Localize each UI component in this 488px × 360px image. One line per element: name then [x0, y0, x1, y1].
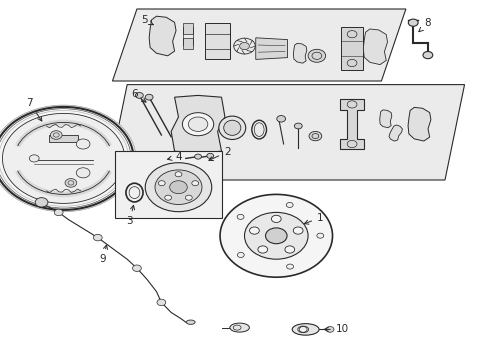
Circle shape — [285, 246, 294, 253]
Circle shape — [191, 181, 198, 186]
Polygon shape — [293, 44, 306, 63]
Circle shape — [54, 209, 63, 216]
Circle shape — [76, 139, 90, 149]
Circle shape — [286, 264, 293, 269]
Circle shape — [50, 131, 62, 139]
Circle shape — [145, 94, 153, 100]
Circle shape — [407, 19, 417, 26]
Circle shape — [164, 195, 171, 200]
Circle shape — [316, 233, 323, 238]
Circle shape — [0, 107, 133, 210]
Ellipse shape — [291, 324, 319, 335]
Circle shape — [237, 252, 244, 257]
Polygon shape — [388, 125, 402, 141]
Text: 9: 9 — [99, 245, 107, 264]
Polygon shape — [341, 27, 362, 70]
Circle shape — [2, 113, 124, 203]
Circle shape — [185, 195, 192, 200]
Ellipse shape — [297, 326, 308, 333]
Circle shape — [206, 153, 213, 158]
Polygon shape — [339, 99, 364, 149]
Circle shape — [158, 181, 165, 186]
Polygon shape — [363, 29, 386, 65]
Circle shape — [182, 113, 213, 136]
Polygon shape — [183, 23, 193, 34]
Polygon shape — [183, 38, 193, 49]
Polygon shape — [171, 95, 224, 153]
Text: 8: 8 — [418, 18, 430, 32]
Text: 1: 1 — [304, 213, 323, 224]
Text: 6: 6 — [131, 89, 146, 102]
Circle shape — [244, 212, 307, 259]
Circle shape — [325, 327, 333, 332]
Circle shape — [422, 51, 432, 59]
Ellipse shape — [218, 116, 245, 139]
Circle shape — [276, 116, 285, 122]
Circle shape — [237, 214, 244, 219]
Circle shape — [93, 234, 102, 241]
Circle shape — [257, 246, 267, 253]
Polygon shape — [205, 23, 229, 59]
Circle shape — [175, 172, 182, 177]
Circle shape — [308, 131, 321, 141]
Polygon shape — [407, 107, 430, 141]
Polygon shape — [255, 38, 287, 59]
Polygon shape — [112, 9, 405, 81]
Circle shape — [0, 105, 136, 212]
Circle shape — [194, 154, 201, 159]
Circle shape — [157, 299, 165, 306]
Polygon shape — [49, 135, 78, 142]
Text: 10: 10 — [324, 324, 348, 334]
Polygon shape — [379, 110, 391, 128]
Text: 7: 7 — [26, 98, 42, 121]
Circle shape — [76, 168, 90, 178]
Circle shape — [265, 228, 286, 244]
Text: 2: 2 — [208, 147, 230, 161]
Circle shape — [271, 215, 281, 222]
Circle shape — [29, 155, 39, 162]
Circle shape — [35, 198, 48, 207]
Ellipse shape — [223, 120, 240, 135]
Bar — [115, 151, 222, 218]
Circle shape — [188, 117, 207, 131]
Circle shape — [249, 227, 259, 234]
Polygon shape — [149, 16, 176, 56]
Circle shape — [132, 265, 141, 271]
Circle shape — [239, 42, 249, 50]
Circle shape — [135, 93, 143, 98]
Text: 5: 5 — [141, 15, 153, 25]
Polygon shape — [107, 85, 464, 180]
Circle shape — [293, 227, 303, 234]
Circle shape — [145, 163, 211, 212]
Ellipse shape — [229, 323, 249, 332]
Text: 3: 3 — [126, 205, 134, 226]
Circle shape — [307, 49, 325, 62]
Circle shape — [65, 179, 77, 187]
Circle shape — [285, 202, 292, 207]
Circle shape — [220, 194, 332, 277]
Text: 4: 4 — [167, 152, 182, 162]
Circle shape — [294, 123, 302, 129]
Circle shape — [169, 181, 187, 194]
Ellipse shape — [186, 320, 195, 324]
Circle shape — [155, 170, 202, 204]
